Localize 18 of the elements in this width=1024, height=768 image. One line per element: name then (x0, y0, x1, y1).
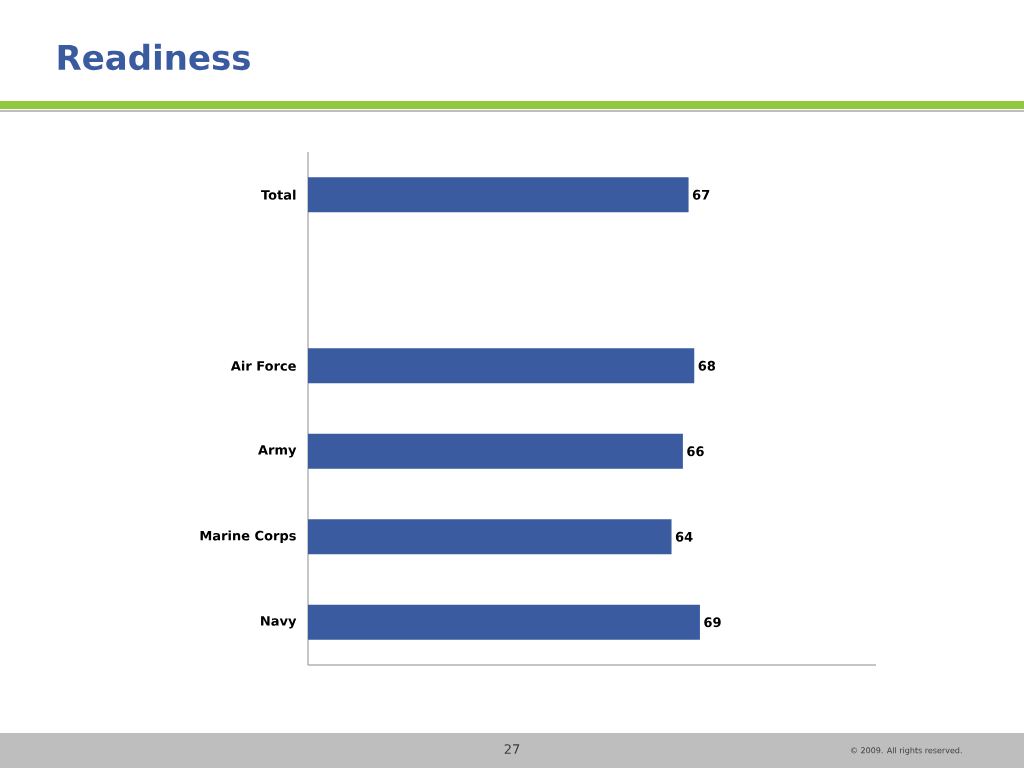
data-label: 66 (687, 446, 704, 457)
bar (308, 177, 689, 213)
data-label: 67 (692, 189, 710, 200)
text: 27 (504, 744, 520, 754)
y-tick-label: Air Force (230, 360, 296, 371)
y-tick-label: Army (258, 445, 297, 458)
bar (308, 519, 672, 555)
data-label: 69 (704, 617, 721, 628)
data-label: 64 (675, 531, 693, 542)
y-tick-label: Navy (261, 616, 297, 629)
y-tick-label: Marine Corps (200, 530, 296, 544)
bar (308, 433, 683, 469)
y-tick-label: Total (261, 189, 296, 200)
data-label: 68 (698, 360, 716, 371)
bar (308, 348, 695, 384)
bar (308, 604, 700, 640)
text: © 2009. All rights reserved. (851, 747, 962, 755)
chart-title: Readiness (58, 43, 250, 71)
